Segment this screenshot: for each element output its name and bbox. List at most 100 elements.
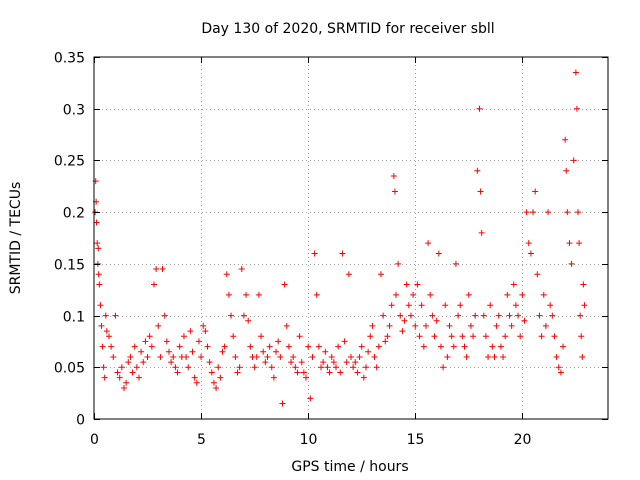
data-point (525, 240, 532, 247)
data-point (330, 359, 337, 366)
data-point (253, 353, 260, 360)
data-point (268, 364, 275, 371)
data-point (433, 317, 440, 324)
data-point (416, 333, 423, 340)
data-point (105, 333, 112, 340)
data-point (300, 369, 307, 376)
data-point (527, 250, 534, 257)
x-tick-label: 15 (407, 432, 425, 448)
data-point (99, 343, 106, 350)
data-point (478, 229, 485, 236)
data-point (465, 291, 472, 298)
data-point (480, 312, 487, 319)
data-point (435, 250, 442, 257)
data-point (200, 322, 207, 329)
data-point (95, 245, 102, 252)
data-point (103, 328, 110, 335)
data-point (138, 348, 145, 355)
data-point (579, 353, 586, 360)
data-point (112, 312, 119, 319)
data-point (283, 322, 290, 329)
data-point (418, 302, 425, 309)
data-point (576, 240, 583, 247)
data-point (412, 322, 419, 329)
data-point (96, 281, 103, 288)
data-point (348, 353, 354, 360)
data-point (384, 333, 391, 340)
data-point (367, 333, 374, 340)
data-point (431, 333, 438, 340)
data-point (277, 353, 284, 360)
data-point (94, 260, 101, 267)
data-point (129, 369, 136, 376)
data-point (551, 333, 558, 340)
data-point (318, 364, 325, 371)
data-point (472, 312, 479, 319)
data-point (176, 343, 183, 350)
data-point (440, 364, 447, 371)
data-point (536, 312, 543, 319)
data-point (557, 369, 564, 376)
x-tick-label: 20 (514, 432, 532, 448)
data-point (489, 343, 496, 350)
data-point (221, 343, 228, 350)
data-point (234, 369, 241, 376)
data-point (219, 348, 226, 355)
data-point (335, 343, 342, 350)
data-point (360, 374, 367, 381)
data-point (425, 240, 432, 247)
data-point (392, 291, 399, 298)
data-point (485, 353, 492, 360)
data-point (170, 353, 177, 360)
data-point (373, 364, 380, 371)
data-point (512, 302, 519, 309)
data-point (581, 302, 588, 309)
data-point (93, 219, 100, 226)
data-point (386, 322, 393, 329)
data-point (452, 260, 459, 267)
data-point (487, 302, 494, 309)
data-point (410, 291, 417, 298)
data-point (414, 281, 421, 288)
data-point (459, 333, 466, 340)
data-point (333, 364, 340, 371)
data-point (530, 209, 537, 216)
data-point (110, 353, 117, 360)
data-point (345, 271, 352, 278)
data-point (470, 333, 477, 340)
data-point (305, 343, 312, 350)
tick-labels: 0 5 10 15 20 0 0.05 0.1 0.15 0.2 0.25 0.3 0.35 (54, 51, 532, 449)
data-point (180, 333, 187, 340)
data-point (477, 188, 484, 195)
y-tick-label: 0.1 (63, 310, 85, 326)
data-point (208, 369, 215, 376)
data-point (102, 312, 109, 319)
data-point (328, 353, 335, 360)
data-point (174, 369, 181, 376)
data-point (457, 302, 464, 309)
data-point (461, 343, 468, 350)
data-point (399, 328, 406, 335)
data-point (185, 364, 192, 371)
data-point (309, 353, 316, 360)
x-axis-label: GPS time / hours (291, 459, 408, 475)
data-point (326, 369, 333, 376)
y-tick-label: 0.2 (63, 206, 85, 222)
data-point (519, 291, 526, 298)
data-point (230, 333, 237, 340)
data-point (350, 364, 357, 371)
data-point (320, 359, 327, 366)
data-point (390, 172, 397, 179)
data-point (273, 348, 280, 355)
data-point (213, 384, 220, 391)
data-point (223, 271, 230, 278)
data-point (420, 343, 427, 350)
data-point (285, 343, 292, 350)
data-point (116, 374, 123, 381)
data-point (570, 157, 577, 164)
data-point (123, 379, 130, 386)
data-point (493, 322, 500, 329)
data-point (168, 359, 175, 366)
data-point (183, 353, 190, 360)
data-point (114, 369, 121, 376)
